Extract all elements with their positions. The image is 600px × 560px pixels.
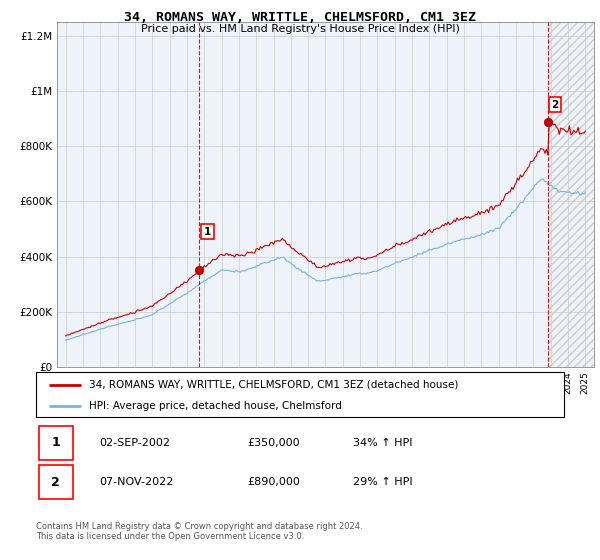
Text: 34% ↑ HPI: 34% ↑ HPI	[353, 438, 412, 448]
Text: 02-SEP-2002: 02-SEP-2002	[100, 438, 170, 448]
Text: HPI: Average price, detached house, Chelmsford: HPI: Average price, detached house, Chel…	[89, 401, 341, 411]
Text: 2: 2	[551, 100, 559, 110]
FancyBboxPatch shape	[38, 426, 73, 460]
Text: 1: 1	[51, 436, 60, 450]
FancyBboxPatch shape	[36, 372, 564, 417]
FancyBboxPatch shape	[38, 465, 73, 500]
Text: 1: 1	[204, 227, 211, 236]
Text: £350,000: £350,000	[247, 438, 300, 448]
Text: Price paid vs. HM Land Registry's House Price Index (HPI): Price paid vs. HM Land Registry's House …	[140, 24, 460, 34]
Bar	[548, 22, 594, 367]
Text: 34, ROMANS WAY, WRITTLE, CHELMSFORD, CM1 3EZ: 34, ROMANS WAY, WRITTLE, CHELMSFORD, CM1…	[124, 11, 476, 24]
Text: 34, ROMANS WAY, WRITTLE, CHELMSFORD, CM1 3EZ (detached house): 34, ROMANS WAY, WRITTLE, CHELMSFORD, CM1…	[89, 380, 458, 390]
Text: £890,000: £890,000	[247, 477, 300, 487]
Text: 29% ↑ HPI: 29% ↑ HPI	[353, 477, 412, 487]
Text: 2: 2	[51, 475, 60, 489]
Text: 07-NOV-2022: 07-NOV-2022	[100, 477, 174, 487]
Text: Contains HM Land Registry data © Crown copyright and database right 2024.
This d: Contains HM Land Registry data © Crown c…	[36, 522, 362, 542]
